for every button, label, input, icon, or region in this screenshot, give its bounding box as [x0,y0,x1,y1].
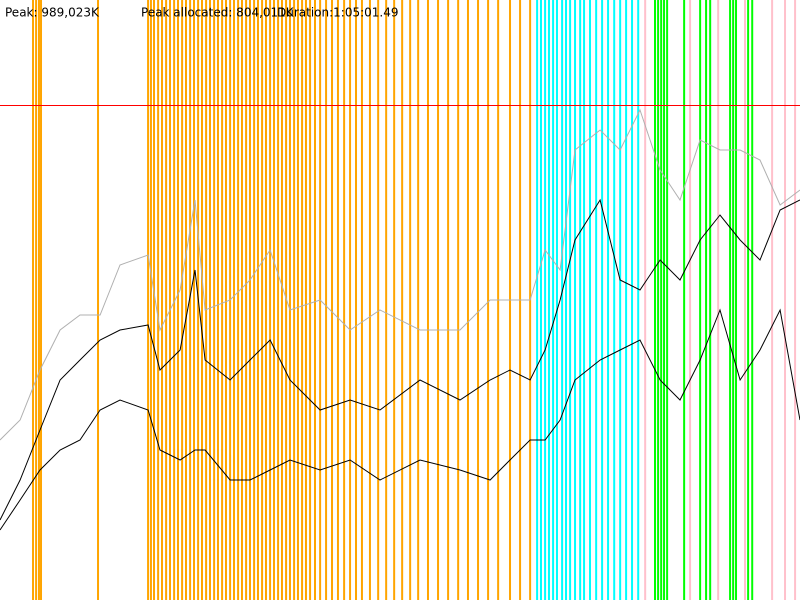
header: Peak: 989,023K Peak allocated: 804,011K … [5,6,399,20]
memory-line [0,308,800,531]
peak-allocated: Peak allocated: 804,011K [141,6,295,20]
memory-line [0,108,800,441]
memory-line [0,198,800,521]
lines [0,104,800,531]
duration: Duration:1:05:01.49 [277,6,399,20]
events [32,0,797,600]
peak-label: Peak: 989,023K [5,6,100,20]
